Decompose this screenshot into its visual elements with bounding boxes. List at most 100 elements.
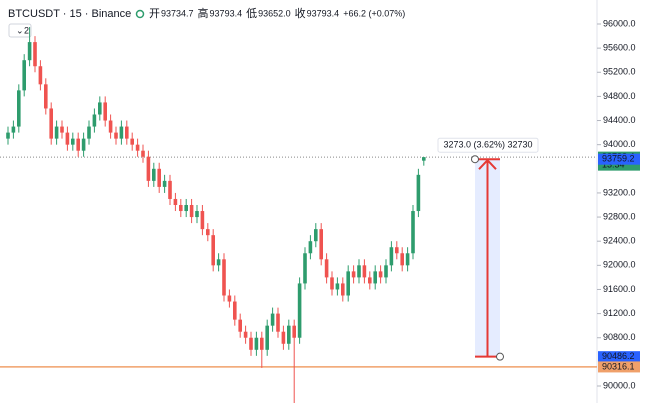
candle-body	[103, 102, 107, 121]
candle-body	[281, 331, 286, 344]
candle-body	[141, 150, 145, 157]
candle-body	[378, 271, 383, 278]
legend-value: 93652.0	[258, 8, 291, 18]
candle-body	[98, 102, 102, 115]
candle-body	[44, 84, 48, 109]
candle-body	[395, 247, 399, 254]
candle-body	[265, 325, 269, 350]
candle-body	[27, 42, 32, 61]
status-dot	[135, 9, 145, 19]
candle-body	[373, 271, 377, 284]
candle-body	[119, 126, 124, 139]
candle-body	[346, 271, 350, 296]
candle-body	[195, 211, 199, 218]
measure-top-tag: 93759.2	[602, 154, 635, 164]
horizontal-line-tag: 90316.1	[602, 361, 635, 371]
legend-label: 高	[198, 6, 209, 20]
candle-body	[227, 295, 232, 302]
y-tick-label: 90000.0	[603, 380, 636, 390]
candle-body	[146, 156, 151, 181]
candle-body	[368, 277, 372, 284]
candle-body	[168, 180, 172, 199]
candle-body	[287, 325, 291, 344]
ohlc-legend: 开 93734.7 高 93793.4 低 93652.0 收 93793.4 +66.2 (+…	[135, 6, 405, 20]
legend-label: 开	[149, 8, 160, 20]
candle-body	[254, 337, 259, 350]
candle-body	[206, 229, 210, 236]
candle-body	[114, 132, 118, 139]
candle-body	[276, 313, 280, 332]
candle-body	[422, 157, 426, 161]
legend-value: 93734.7	[161, 8, 194, 18]
candle-body	[216, 259, 221, 266]
candle-body	[65, 132, 70, 145]
measure-bottom-tag: 90486.2	[602, 351, 635, 361]
candle-body	[222, 259, 226, 296]
candle-body	[384, 265, 388, 278]
candle-body	[411, 211, 415, 254]
candle-body	[233, 301, 237, 320]
candle-body	[314, 229, 318, 242]
y-tick-label: 91200.0	[603, 308, 636, 318]
indicator-count: 2	[24, 25, 29, 35]
measure-handle	[471, 155, 479, 164]
legend-label: 收	[295, 6, 306, 20]
candle-body	[38, 66, 43, 85]
candle-body	[76, 138, 80, 151]
candle-body	[200, 211, 205, 230]
candle-body	[184, 205, 188, 212]
candle-body	[135, 144, 140, 151]
candle-body	[260, 337, 264, 350]
measure-handle	[496, 352, 504, 361]
candle-body	[243, 331, 248, 338]
candle-body	[335, 283, 340, 290]
candle-body	[292, 325, 296, 338]
candle-body	[22, 60, 26, 91]
y-tick-label: 92400.0	[603, 236, 636, 246]
y-tick-label: 91600.0	[603, 284, 636, 294]
candle-body	[54, 126, 59, 139]
y-tick-label: 95600.0	[603, 43, 636, 53]
candle-body	[405, 253, 410, 266]
candle-body	[60, 126, 64, 133]
candle-body	[400, 253, 404, 266]
legend-change: +66.2 (+0.07%)	[343, 8, 405, 18]
horizontal-line-tag-box	[598, 361, 640, 373]
candle-body	[125, 126, 129, 139]
measure-label-box	[437, 137, 539, 153]
measure-arrowhead	[478, 158, 497, 170]
legend-value: 93793.4	[307, 8, 340, 18]
symbol: BTCUSDT · 15 · Binance	[8, 8, 131, 20]
candle-body	[270, 313, 275, 326]
candle-body	[162, 180, 167, 187]
y-tick-label: 92800.0	[603, 211, 636, 221]
y-tick-label: 93200.0	[603, 187, 636, 197]
y-tick-label: 90800.0	[603, 332, 636, 342]
candle-body	[157, 168, 161, 187]
candle-body	[341, 283, 345, 296]
y-tick-label: 95200.0	[603, 67, 636, 77]
candle-body	[33, 42, 37, 67]
candle-body	[357, 265, 361, 278]
candle-body	[389, 247, 394, 266]
candle-body	[351, 271, 356, 278]
candle-body	[308, 241, 313, 254]
measure-top-tag-box	[598, 153, 640, 165]
candle-body	[324, 259, 329, 278]
candle-body	[416, 174, 421, 212]
y-tick-label: 94400.0	[603, 115, 636, 125]
candle-body	[71, 138, 75, 145]
candle-body	[297, 283, 302, 338]
candle-body	[108, 120, 113, 133]
candle-body	[303, 253, 307, 284]
indicator-count-arrow: ⌄	[16, 25, 24, 35]
y-tick-label: 96000.0	[603, 18, 636, 28]
candle-body	[6, 132, 10, 139]
indicator-toggle[interactable]	[8, 23, 32, 38]
legend-value: 93793.4	[210, 8, 243, 18]
candle-body	[87, 126, 91, 139]
candle-body	[49, 108, 53, 139]
candle-body	[173, 198, 178, 205]
